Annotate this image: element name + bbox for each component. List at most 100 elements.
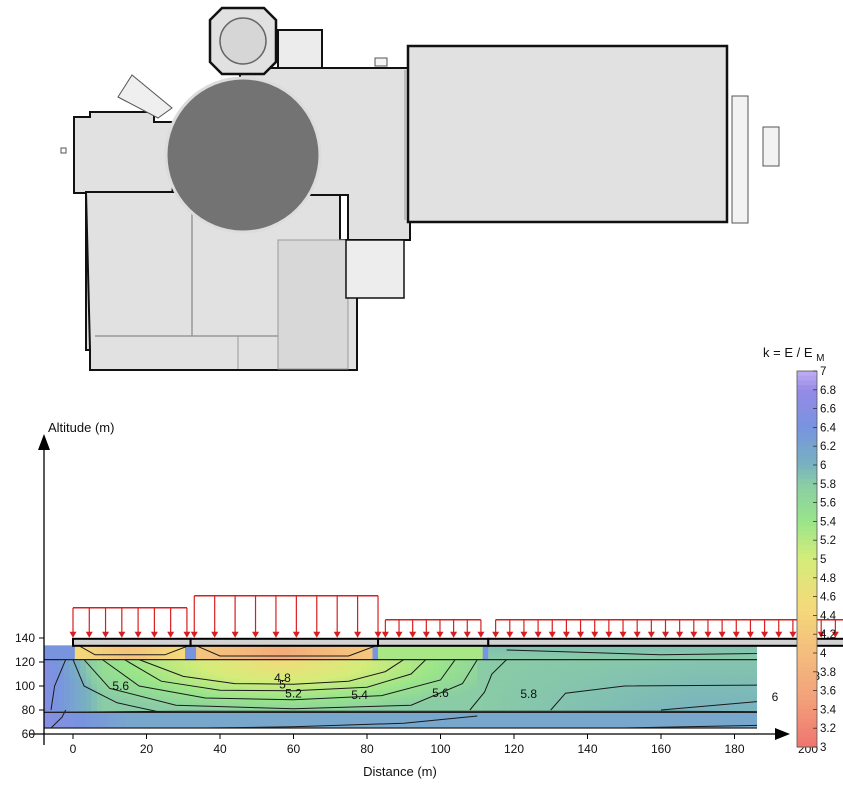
- field-cell: [317, 672, 324, 675]
- field-cell: [91, 682, 98, 685]
- field-cell: [129, 678, 137, 681]
- field-cell: [328, 690, 335, 693]
- field-cell: [107, 678, 115, 681]
- field-cell: [52, 712, 59, 715]
- field-cell: [179, 690, 186, 693]
- field-cell: [273, 669, 280, 671]
- field-cell: [322, 675, 330, 677]
- field-cell: [36, 664, 42, 666]
- field-cell: [179, 680, 186, 682]
- field-cell: [44, 717, 48, 719]
- field-cell: [91, 700, 98, 703]
- field-cell: [129, 704, 137, 706]
- field-cell: [44, 664, 48, 667]
- field-cell: [256, 672, 263, 675]
- field-cell: [85, 669, 92, 671]
- field-cell: [355, 701, 363, 704]
- field-cell: [36, 655, 42, 657]
- field-cell: [174, 657, 181, 659]
- field-cell: [240, 695, 247, 698]
- field-cell: [317, 670, 324, 673]
- field-cell: [163, 705, 170, 707]
- field-cell: [207, 689, 214, 692]
- field-cell: [69, 694, 76, 697]
- field-cell: [58, 696, 65, 699]
- field-cell: [168, 664, 175, 667]
- field-cell: [333, 708, 341, 711]
- field-cell: [102, 650, 109, 652]
- field-cell: [289, 718, 296, 721]
- field-cell: [367, 718, 374, 721]
- field-cell: [322, 687, 330, 689]
- field-cell: [361, 714, 368, 717]
- field-cell: [273, 688, 280, 691]
- field-cell: [113, 700, 120, 703]
- field-cell: [212, 696, 219, 699]
- field-cell: [96, 652, 103, 655]
- field-cell: [367, 681, 374, 683]
- field-cell: [328, 716, 335, 718]
- field-cell: [102, 724, 109, 727]
- field-cell: [278, 665, 285, 668]
- field-cell: [322, 670, 330, 673]
- field-cell: [218, 722, 225, 724]
- field-cell: [63, 720, 70, 723]
- field-cell: [152, 650, 159, 652]
- field-cell: [168, 648, 175, 651]
- field-cell: [179, 708, 186, 711]
- field-cell: [389, 719, 396, 722]
- field-cell: [295, 665, 302, 668]
- field-cell: [36, 682, 42, 684]
- field-cell: [168, 686, 175, 688]
- field-cell: [157, 664, 164, 667]
- field-cell: [339, 705, 346, 707]
- field-cell: [218, 650, 225, 652]
- field-cell: [229, 648, 236, 651]
- field-cell: [350, 714, 357, 717]
- field-cell: [74, 662, 81, 664]
- field-cell: [74, 718, 81, 721]
- field-cell: [107, 660, 115, 663]
- field-cell: [135, 674, 142, 676]
- field-cell: [44, 654, 48, 657]
- field-cell: [74, 672, 81, 675]
- field-cell: [311, 686, 318, 688]
- field-cell: [58, 719, 65, 722]
- field-cell: [47, 666, 54, 669]
- field-cell: [47, 724, 54, 727]
- field-cell: [223, 665, 230, 668]
- field-cell: [74, 646, 81, 649]
- field-cell: [311, 647, 318, 650]
- field-cell: [223, 700, 230, 703]
- field-cell: [174, 719, 181, 722]
- field-cell: [44, 663, 48, 665]
- field-cell: [52, 678, 59, 681]
- field-cell: [135, 717, 142, 719]
- field-cell: [262, 669, 269, 671]
- field-cell: [44, 666, 48, 669]
- field-cell: [251, 680, 258, 682]
- field-cell: [63, 662, 70, 664]
- field-cell: [118, 717, 126, 719]
- field-cell: [152, 678, 159, 681]
- field-cell: [69, 647, 76, 650]
- field-cell: [383, 717, 390, 719]
- field-cell: [113, 672, 120, 675]
- field-cell: [339, 669, 346, 671]
- field-cell: [52, 663, 59, 665]
- field-cell: [355, 647, 363, 650]
- field-cell: [273, 670, 280, 673]
- field-cell: [339, 672, 346, 675]
- field-cell: [278, 690, 285, 693]
- field-cell: [350, 708, 357, 711]
- field-cell: [185, 719, 192, 722]
- field-cell: [74, 664, 81, 667]
- field-cell: [47, 662, 54, 664]
- field-cell: [344, 677, 352, 680]
- field-cell: [306, 688, 313, 691]
- field-cell: [300, 663, 307, 665]
- field-cell: [201, 656, 208, 658]
- field-cell: [218, 713, 225, 716]
- field-cell: [107, 687, 115, 689]
- field-cell: [267, 660, 274, 663]
